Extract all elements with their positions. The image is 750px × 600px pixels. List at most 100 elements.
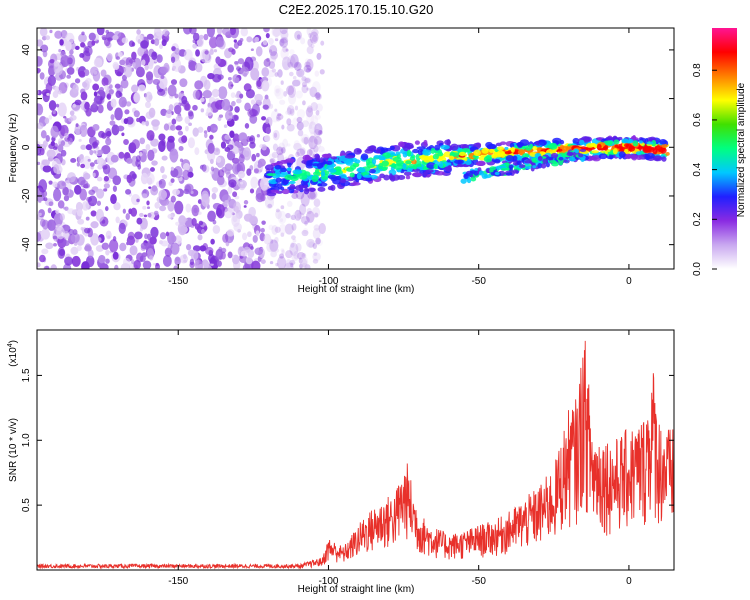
heatmap-cell: [229, 28, 237, 36]
heatmap-cell: [92, 83, 100, 91]
heatmap-cell: [160, 165, 165, 174]
snr-x-tick-label: -100: [318, 576, 338, 587]
heatmap-cell: [206, 106, 213, 117]
heatmap-cell: [288, 92, 297, 105]
heatmap-cell: [236, 98, 242, 104]
heatmap-cell: [288, 180, 296, 185]
heatmap-cell: [158, 133, 166, 141]
heatmap-cell: [287, 105, 295, 115]
heatmap-cell: [83, 227, 91, 234]
heatmap-cell: [115, 90, 122, 98]
heatmap-cell: [224, 200, 229, 205]
heatmap-cell: [178, 146, 184, 151]
heatmap-cell: [209, 158, 214, 164]
heatmap-cell: [151, 51, 158, 61]
heatmap-cell: [505, 162, 510, 168]
heatmap-cell: [210, 238, 215, 245]
heatmap-cell: [249, 137, 254, 142]
heatmap-cell: [284, 223, 294, 235]
heatmap-cell: [366, 147, 375, 151]
heatmap-cell: [266, 242, 275, 253]
heatmap-cell: [238, 132, 248, 142]
heatmap-cell: [309, 124, 313, 129]
heatmap-cell: [46, 92, 50, 96]
heatmap-cell: [57, 144, 64, 153]
heatmap-cell: [87, 249, 94, 259]
heatmap-cell: [62, 186, 69, 196]
heatmap-cell: [294, 158, 302, 169]
heatmap-cell: [66, 172, 76, 183]
heatmap-cell: [319, 130, 323, 135]
heatmap-cell: [179, 78, 188, 88]
heatmap-cell: [160, 240, 169, 247]
heatmap-cell: [489, 169, 494, 173]
heatmap-cell: [617, 136, 623, 141]
heatmap-cell: [217, 169, 225, 178]
heatmap-cell: [294, 209, 302, 221]
heatmap-cell: [40, 130, 47, 139]
heatmap-cell: [308, 241, 315, 249]
heatmap-cell: [175, 125, 183, 131]
heatmap-cell: [242, 147, 252, 161]
heatmap-cell: [245, 88, 255, 99]
heatmap-cell: [115, 216, 120, 224]
heatmap-cell: [252, 235, 258, 243]
heatmap-cell: [141, 148, 148, 156]
heatmap-cell: [90, 221, 99, 229]
heatmap-cell: [233, 222, 242, 232]
heatmap-cell: [76, 245, 82, 252]
heatmap-cell: [250, 99, 256, 105]
heatmap-cell: [160, 75, 165, 80]
heatmap-cell: [138, 84, 146, 92]
heatmap-cell: [46, 149, 56, 159]
heatmap-cell: [232, 215, 238, 223]
heatmap-cell: [422, 149, 432, 156]
heatmap-cell: [216, 260, 222, 267]
heatmap-cell: [70, 232, 80, 244]
heatmap-cell: [174, 93, 179, 99]
heatmap-cell: [73, 242, 78, 246]
heatmap-cell: [516, 143, 524, 148]
heatmap-cell: [182, 28, 192, 35]
heatmap-cell: [412, 164, 418, 170]
heatmap-cell: [286, 118, 292, 126]
heatmap-cell: [124, 109, 130, 115]
heatmap-cell: [126, 241, 130, 246]
heatmap-cell: [199, 34, 204, 40]
heatmap-cell: [243, 200, 249, 205]
heatmap-cell: [309, 187, 316, 192]
heatmap-cell: [259, 169, 263, 173]
heatmap-cell: [395, 160, 404, 165]
heatmap-cell: [411, 172, 422, 177]
heatmap-cell: [96, 157, 104, 166]
heatmap-cell: [287, 85, 296, 98]
heatmap-cell: [308, 191, 317, 201]
heatmap-cell: [310, 101, 318, 112]
heatmap-cell: [483, 155, 493, 163]
heatmap-cell: [173, 265, 178, 269]
heatmap-cell: [92, 123, 100, 131]
heatmap-cell: [137, 46, 145, 57]
heatmap-cell: [84, 232, 89, 237]
heatmap-cell: [149, 255, 154, 261]
heatmap-cell: [122, 257, 131, 267]
heatmap-cell: [263, 58, 271, 68]
colorbar-tick-label: 0.0: [692, 262, 703, 276]
heatmap-cell: [585, 143, 595, 148]
heatmap-cell: [158, 75, 168, 89]
heatmap-cell: [42, 140, 48, 148]
heatmap-cell: [232, 133, 240, 144]
heatmap-cell: [37, 232, 42, 242]
heatmap-cell: [215, 36, 225, 48]
heatmap-cell: [274, 236, 279, 244]
heatmap-cell: [631, 153, 638, 161]
heatmap-cell: [470, 176, 477, 182]
heatmap-cell: [300, 262, 308, 269]
heatmap-cell: [93, 70, 98, 75]
heatmap-cell: [293, 142, 302, 151]
heatmap-cell: [150, 226, 159, 239]
heatmap-cell: [197, 199, 202, 205]
heatmap-cell: [89, 149, 94, 156]
heatmap-cell: [74, 78, 81, 84]
heatmap-cell: [84, 183, 91, 189]
